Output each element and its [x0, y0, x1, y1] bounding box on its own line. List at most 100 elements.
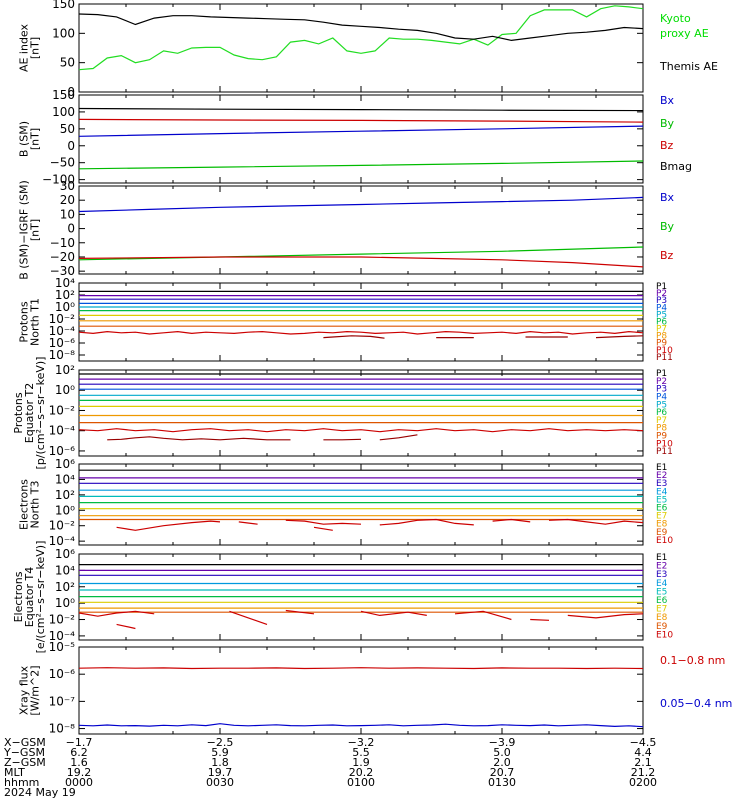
xray-ytick-label: 10⁻⁵ — [49, 640, 76, 654]
protons_t2-legend-item: P6 — [656, 408, 667, 418]
b_igrf-ytick-label: −20 — [50, 250, 75, 264]
ae-ytick-label: 150 — [52, 0, 75, 11]
ephemeris-row-label: 2024 May 19 — [4, 786, 76, 799]
electrons_t3-series-e10 — [238, 521, 258, 525]
protons_t1-ytick-label: 10⁰ — [55, 300, 75, 314]
b_igrf-legend-item: Bz — [660, 249, 674, 262]
b_sm-legend-item: Bmag — [660, 160, 692, 173]
protons_t2-series-p10 — [78, 428, 644, 433]
electrons_t4-series-e10 — [229, 610, 268, 625]
protons_t2-legend-item: P5 — [656, 400, 667, 410]
protons_t2-legend-item: P2 — [656, 377, 667, 387]
protons_t1-frame — [78, 282, 644, 362]
protons_t1-legend-item: P8 — [656, 332, 667, 342]
b_sm-ytick-label: 100 — [52, 105, 75, 119]
electrons_t3-series-e10 — [313, 526, 333, 531]
electrons_t4-ytick-label: 10⁰ — [55, 596, 75, 610]
electrons_t4-ytick-label: 10² — [55, 580, 75, 594]
electrons_t4-legend-item: E8 — [656, 613, 668, 623]
protons_t2-legend-item: P9 — [656, 432, 667, 442]
protons_t2-legend-item: P8 — [656, 424, 667, 434]
protons_t2-legend-item: P4 — [656, 392, 667, 402]
protons_t2-legend-item: P3 — [656, 385, 667, 395]
protons_t1-legend-item: P1 — [656, 282, 667, 292]
electrons_t4-ytick-label: 10⁻² — [49, 613, 76, 627]
xray-ytick-label: 10⁻⁶ — [49, 667, 76, 681]
protons_t2-frame — [78, 369, 644, 457]
ephemeris-value: 1.6 — [70, 756, 88, 769]
xray-ytick-label: 10⁻⁸ — [49, 722, 76, 736]
protons_t1-ytick-label: 10⁻² — [49, 312, 76, 326]
ephemeris-value: 5.5 — [352, 746, 370, 759]
ephemeris-value: 5.9 — [211, 746, 229, 759]
protons_t2-legend-item: P11 — [656, 447, 673, 457]
electrons_t4-ylabel: Equator T4 — [23, 567, 36, 627]
ephemeris-value: 20.2 — [349, 766, 374, 779]
protons_t2-ylabel: Equator T2 — [23, 383, 36, 443]
electrons_t3-frame — [78, 463, 644, 546]
electrons_t4-legend-item: E1 — [656, 553, 667, 563]
ephemeris-row-label: Z−GSM — [4, 756, 46, 769]
ephemeris-value: 5.0 — [493, 746, 511, 759]
b_sm-legend-item: By — [660, 117, 675, 130]
protons_t2-series-p11 — [379, 434, 418, 441]
protons_t2-legend-item: P10 — [656, 439, 673, 449]
electrons_t3-series-e10 — [492, 518, 531, 523]
b_sm-series-bmag — [78, 107, 644, 112]
protons_t1-series-p11 — [323, 335, 385, 339]
electrons_t4-series-e10 — [360, 610, 427, 617]
electrons_t4-series-e10 — [530, 618, 550, 621]
ephemeris-value: 20.7 — [490, 766, 515, 779]
ephemeris-value: 1.8 — [211, 756, 229, 769]
electrons_t3-series-e10 — [116, 520, 221, 531]
protons_t2-ytick-label: 10⁻² — [49, 403, 76, 417]
electrons_t4-series-e10 — [285, 609, 315, 615]
electrons_t4-legend-item: E5 — [656, 587, 667, 597]
protons_t1-legend-item: P2 — [656, 289, 667, 299]
ephemeris-value: −2.5 — [207, 736, 234, 749]
ephemeris-row-label: X−GSM — [4, 736, 46, 749]
ae-series-themis-ae — [78, 13, 644, 42]
b_igrf-series-bz — [78, 256, 644, 268]
ephemeris-value: 4.4 — [634, 746, 652, 759]
ephemeris-value: 0000 — [65, 776, 93, 789]
protons_t1-legend-item: P9 — [656, 339, 667, 349]
b_sm-ytick-label: 0 — [67, 139, 75, 153]
protons_t2-ylabel: Protons — [12, 392, 25, 433]
electrons_t3-legend-item: E7 — [656, 512, 667, 522]
ae-ytick-label: 100 — [52, 26, 75, 40]
protons_t1-ylabel: Protons — [18, 301, 31, 342]
electrons_t3-legend-item: E9 — [656, 528, 668, 538]
electrons_t4-ylabel: Electrons — [12, 571, 25, 622]
electrons_t4-series-e10 — [454, 610, 512, 621]
electrons_t4-legend-item: E3 — [656, 570, 667, 580]
xray-ytick-label: 10⁻⁷ — [49, 694, 76, 708]
electrons_t4-ylabel: [e/(cm²−s−sr−keV)] — [34, 541, 47, 654]
ephemeris-value: 2.0 — [493, 756, 511, 769]
protons_t1-legend-item: P7 — [656, 325, 667, 335]
ae-ytick-label: 0 — [67, 85, 75, 99]
b_sm-ylabel: [nT] — [29, 128, 42, 150]
electrons_t4-series-e10 — [116, 623, 136, 630]
b_sm-legend-item: Bz — [660, 139, 674, 152]
protons_t2-series-p11 — [107, 436, 291, 441]
protons_t2-ytick-label: 10⁻⁶ — [49, 444, 76, 458]
b_sm-ytick-label: −100 — [42, 173, 75, 187]
electrons_t3-legend-item: E6 — [656, 504, 668, 514]
ae-ylabel: [nT] — [29, 37, 42, 59]
ephemeris-value: −1.7 — [66, 736, 93, 749]
xray-legend-item: 0.1−0.8 nm — [660, 654, 725, 667]
electrons_t4-legend-item: E2 — [656, 562, 667, 572]
ephemeris-value: 19.2 — [67, 766, 92, 779]
ephemeris-value: 0200 — [629, 776, 657, 789]
protons_t1-ytick-label: 10⁻⁴ — [49, 324, 76, 338]
b_igrf-ytick-label: 20 — [60, 193, 75, 207]
xray-series-0-05-0-4-nm — [78, 723, 644, 728]
protons_t1-ytick-label: 10⁻⁶ — [49, 336, 76, 350]
protons_t2-ytick-label: 10⁰ — [55, 383, 75, 397]
b_igrf-series-bx — [78, 196, 644, 213]
electrons_t4-legend-item: E10 — [656, 630, 673, 640]
b_igrf-legend-item: By — [660, 220, 675, 233]
b_igrf-ytick-label: −30 — [50, 264, 75, 278]
xray-ylabel: [W/m^2] — [29, 665, 42, 715]
